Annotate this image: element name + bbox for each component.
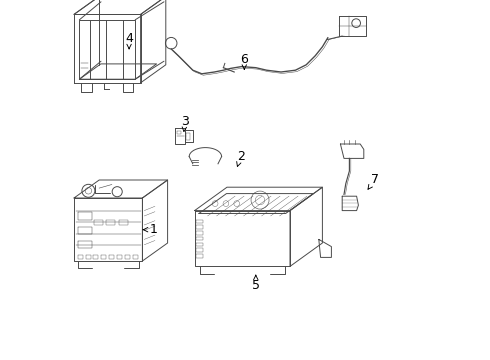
Text: 1: 1 bbox=[143, 223, 157, 236]
Text: 7: 7 bbox=[368, 173, 379, 189]
Text: 2: 2 bbox=[237, 150, 245, 166]
Text: 6: 6 bbox=[240, 53, 248, 69]
Text: 3: 3 bbox=[181, 115, 189, 131]
Text: 5: 5 bbox=[252, 275, 260, 292]
Text: 4: 4 bbox=[125, 32, 133, 49]
